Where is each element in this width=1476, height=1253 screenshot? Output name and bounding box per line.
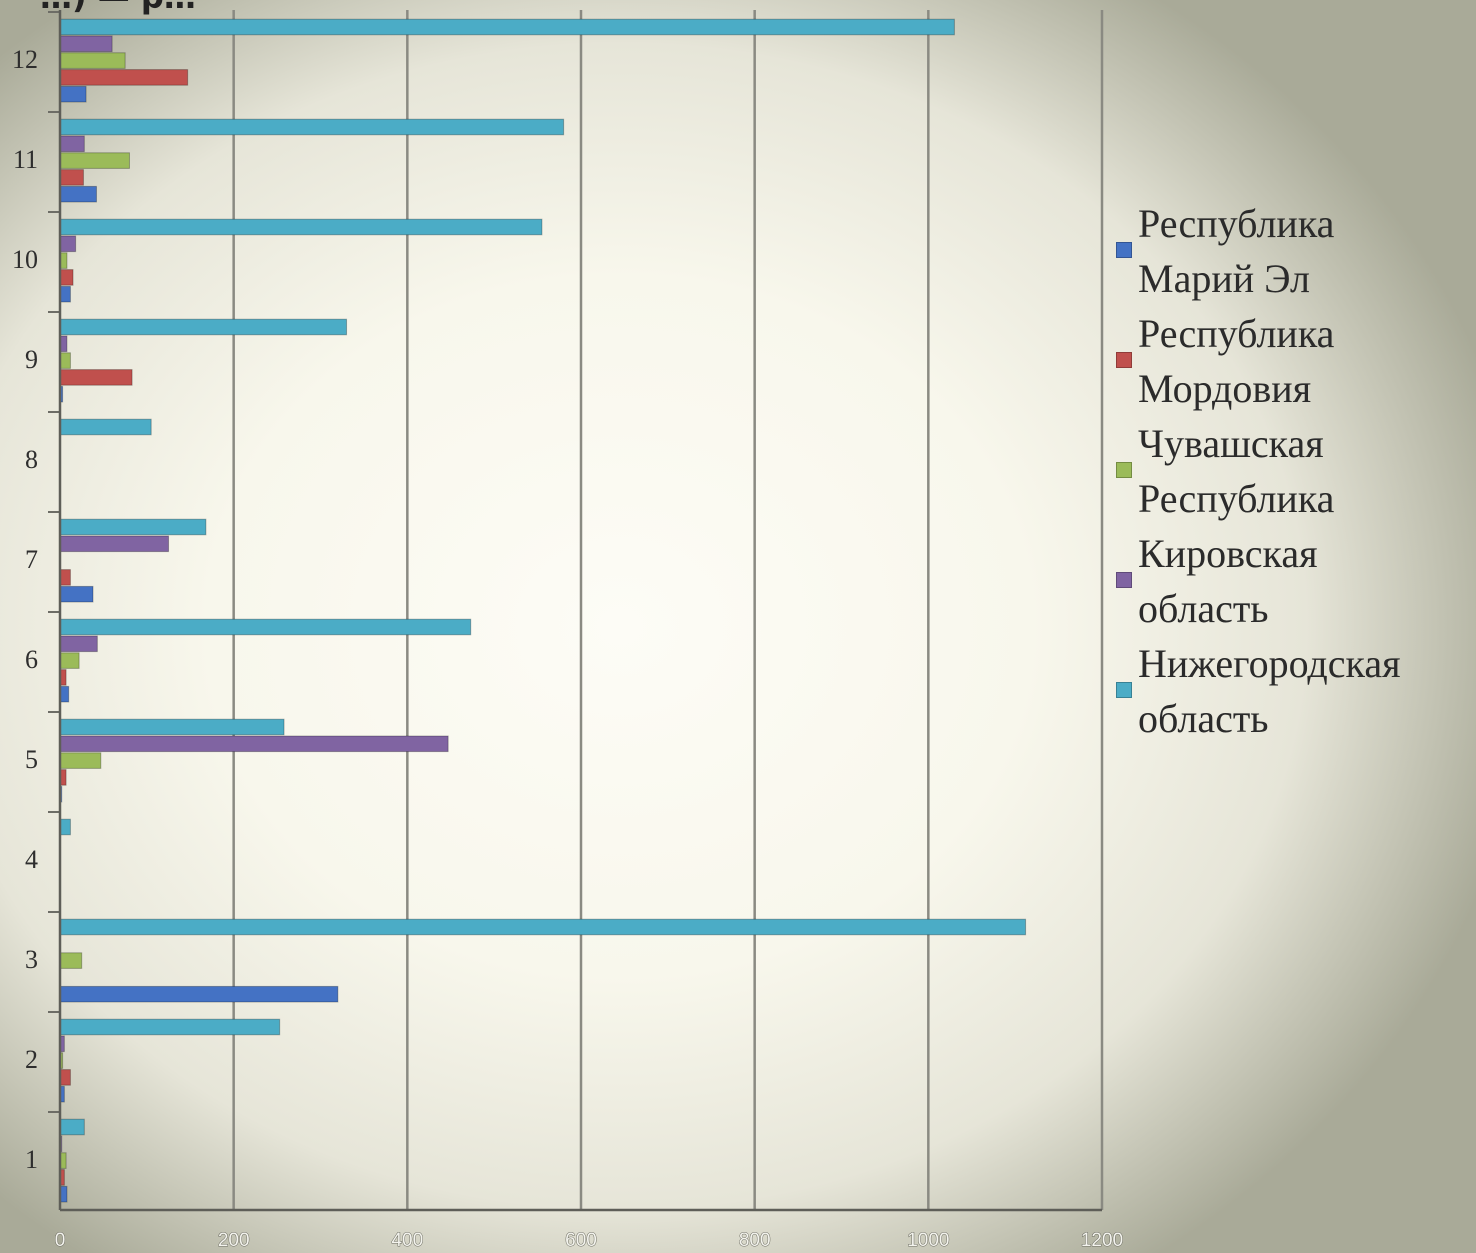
legend-swatch-icon — [1116, 242, 1132, 258]
y-tick-label: 11 — [13, 145, 38, 174]
legend-swatch-icon — [1116, 682, 1132, 698]
x-tick-label: 0 — [55, 1230, 66, 1251]
bar — [59, 952, 83, 969]
bar — [59, 85, 87, 103]
legend-label: Кировская область — [1138, 531, 1318, 631]
y-tick-label: 3 — [25, 945, 38, 974]
bar — [59, 285, 71, 303]
bar — [59, 185, 97, 203]
bar — [59, 585, 94, 603]
bar — [59, 152, 130, 169]
bar — [59, 1018, 281, 1036]
y-tick-label: 5 — [25, 745, 38, 774]
bar — [59, 169, 84, 186]
bar — [59, 918, 1027, 936]
bar — [59, 69, 189, 86]
legend-label: Нижегородская область — [1138, 641, 1401, 741]
bar — [59, 685, 70, 703]
y-tick-label: 12 — [12, 45, 38, 74]
bar — [59, 735, 449, 753]
x-tick-label: 1000 — [907, 1230, 949, 1251]
bar — [59, 218, 543, 236]
x-tick-label: 600 — [565, 1230, 597, 1251]
bar — [59, 618, 472, 636]
x-tick-labels: 0 200 400 600 800 1000 1200 — [54, 1230, 1123, 1252]
legend-item-chuvashia: Чувашская Республика — [1114, 416, 1474, 526]
bar — [59, 118, 565, 136]
bar — [59, 535, 170, 553]
legend-item-mari-el: Республика Марий Эл — [1114, 196, 1474, 306]
legend-swatch-icon — [1116, 352, 1132, 368]
bar — [59, 652, 80, 669]
y-tick-label: 1 — [25, 1145, 38, 1174]
partial-heading-text: …) — р… — [40, 0, 196, 16]
legend-label: Чувашская Республика — [1138, 421, 1335, 521]
bar — [59, 985, 339, 1003]
y-tick-label: 9 — [25, 345, 38, 374]
bar — [59, 518, 207, 536]
legend-label: Республика Мордовия — [1138, 311, 1335, 411]
legend-swatch-icon — [1116, 462, 1132, 478]
x-tick-label: 400 — [391, 1230, 423, 1251]
bar — [59, 135, 85, 153]
legend-item-kirov: Кировская область — [1114, 526, 1474, 636]
bar — [59, 52, 126, 69]
axes — [48, 10, 1102, 1212]
y-tick-label: 10 — [12, 245, 38, 274]
bar — [59, 269, 74, 286]
bar — [59, 569, 71, 586]
y-tick-label: 8 — [25, 445, 38, 474]
y-tick-label: 6 — [25, 645, 38, 674]
x-tick-label: 1200 — [1081, 1230, 1123, 1251]
y-tick-label: 4 — [25, 845, 38, 874]
x-tick-label: 800 — [739, 1230, 771, 1251]
y-tick-label: 2 — [25, 1045, 38, 1074]
legend-label: Республика Марий Эл — [1138, 201, 1335, 301]
bar — [59, 318, 348, 336]
legend-item-nizhny: Нижегородская область — [1114, 636, 1474, 746]
bar — [59, 369, 133, 386]
legend: Республика Марий Эл Республика Мордовия … — [1114, 196, 1474, 746]
bars — [59, 18, 1027, 1203]
bar — [59, 1118, 85, 1136]
grid-lines — [232, 10, 1104, 1210]
bar — [59, 352, 71, 369]
legend-item-mordovia: Республика Мордовия — [1114, 306, 1474, 416]
bar — [59, 18, 955, 36]
bar — [59, 752, 102, 769]
bar — [59, 635, 98, 653]
bar — [59, 418, 152, 436]
bar — [59, 35, 113, 53]
bar — [59, 718, 285, 736]
y-tick-label: 7 — [25, 545, 38, 574]
bar — [59, 1069, 71, 1086]
legend-swatch-icon — [1116, 572, 1132, 588]
bar — [59, 235, 77, 253]
x-tick-label: 200 — [218, 1230, 250, 1251]
bar — [59, 818, 71, 836]
